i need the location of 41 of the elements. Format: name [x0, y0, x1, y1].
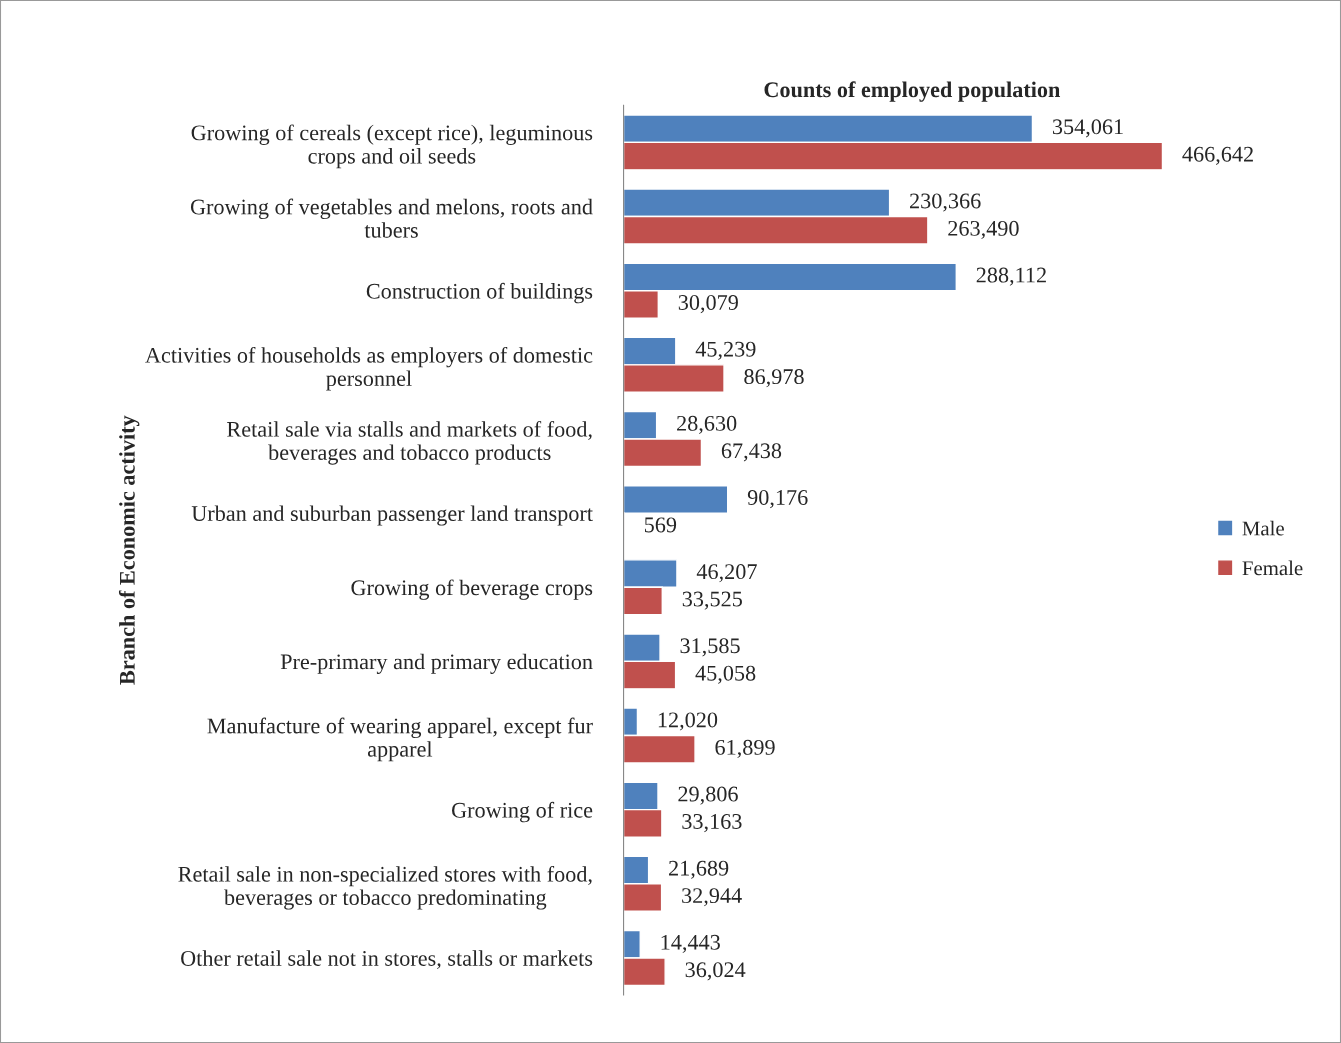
data-label: 61,899: [715, 739, 775, 759]
data-label: 29,806: [678, 786, 738, 805]
y-tick-label: Retail sale in non-specialized stores with food, beverages or tobacco predominating: [178, 865, 592, 910]
y-axis-title: Branch of Economic activity: [118, 415, 140, 685]
data-label: 45,058: [695, 665, 756, 684]
data-label: 230,366: [910, 193, 981, 212]
data-label: 288,112: [976, 267, 1046, 286]
data-label: 36,024: [685, 962, 746, 981]
data-label: 33,525: [682, 591, 742, 610]
y-tick-label: Other retail sale not in stores, stalls or markets: [181, 950, 593, 970]
y-tick-label: Growing of cereals (except rice), leguminous crops and oil seeds: [191, 124, 593, 169]
y-tick-label: Growing of rice: [452, 801, 593, 823]
y-tick-label: Growing of beverage crops: [351, 579, 593, 600]
y-tick-label: Urban and suburban passenger land transport: [191, 505, 593, 526]
data-label: 33,163: [682, 814, 742, 833]
y-tick-label: Growing of vegetables and melons, roots and tubers: [190, 198, 593, 238]
data-label: 45,239: [695, 341, 756, 360]
legend-label: Male: [1242, 520, 1284, 536]
data-label: 569: [644, 517, 677, 533]
data-label: 86,978: [744, 369, 804, 388]
data-label: 67,438: [721, 443, 782, 462]
data-label: 14,443: [661, 934, 720, 953]
data-label: 32,944: [682, 888, 742, 907]
data-label: 30,079: [678, 294, 738, 314]
bar: [623, 484, 729, 514]
data-label: 28,630: [677, 415, 737, 435]
data-label: 263,490: [948, 220, 1019, 240]
data-label: 466,642: [1182, 146, 1253, 165]
data-label: 46,207: [696, 564, 757, 583]
y-tick-label: Construction of buildings: [366, 282, 593, 304]
data-label: 21,689: [669, 860, 729, 879]
legend-label: Female: [1242, 560, 1303, 576]
chart-title: Counts of employed population: [764, 81, 1061, 102]
y-tick-label: Activities of households as employers of domestic personnel: [145, 346, 593, 391]
y-tick-label: Retail sale via stalls and markets of food, beverages and tobacco products: [227, 420, 592, 465]
data-label: 12,020: [658, 712, 718, 731]
data-label: 31,585: [680, 638, 740, 657]
y-tick-label: Manufacture of wearing apparel, except fur apparel: [207, 717, 593, 762]
data-label: 90,176: [747, 489, 808, 509]
y-tick-label: Pre-primary and primary education: [280, 653, 593, 674]
data-label: 354,061: [1052, 119, 1123, 138]
